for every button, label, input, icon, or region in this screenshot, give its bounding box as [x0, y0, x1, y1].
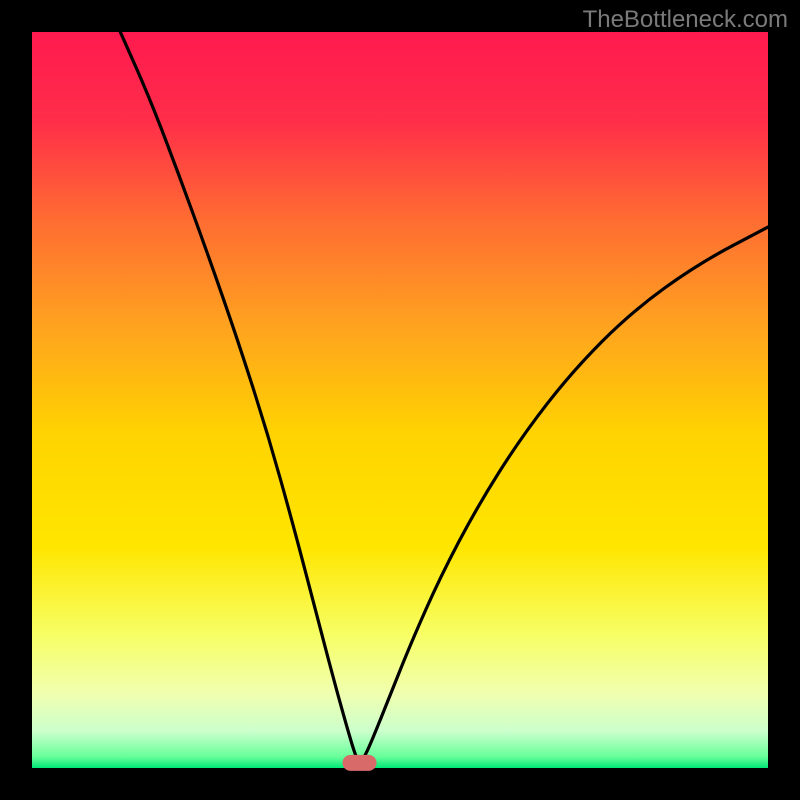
bottleneck-chart — [0, 0, 800, 800]
chart-gradient-background — [32, 32, 768, 768]
watermark-text: TheBottleneck.com — [583, 6, 788, 34]
optimal-point-marker — [343, 755, 377, 771]
chart-container: TheBottleneck.com — [0, 0, 800, 800]
